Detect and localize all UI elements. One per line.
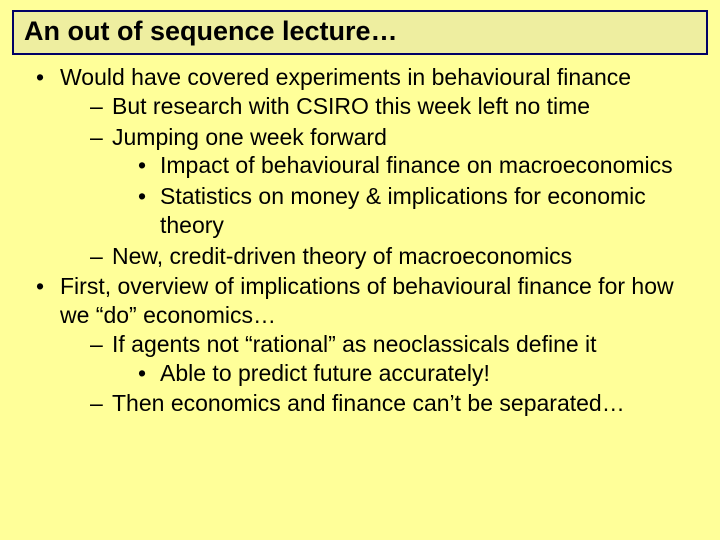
bullet-list: Would have covered experiments in behavi… [0,63,720,418]
list-item: New, credit-driven theory of macroeconom… [90,242,692,271]
bullet-text: If agents not “rational” as neoclassical… [112,331,597,357]
list-item: First, overview of implications of behav… [30,272,692,418]
list-item: Statistics on money & implications for e… [138,182,692,240]
list-item: Would have covered experiments in behavi… [30,63,692,270]
list-item: Jumping one week forward Impact of behav… [90,123,692,240]
slide-title-box: An out of sequence lecture… [12,10,708,55]
bullet-text: Impact of behavioural finance on macroec… [160,152,673,178]
bullet-text: Able to predict future accurately! [160,360,490,386]
bullet-text: New, credit-driven theory of macroeconom… [112,243,572,269]
list-item: Impact of behavioural finance on macroec… [138,151,692,180]
list-item: If agents not “rational” as neoclassical… [90,330,692,388]
bullet-sublist: If agents not “rational” as neoclassical… [60,330,692,418]
bullet-sublist: Impact of behavioural finance on macroec… [112,151,692,239]
bullet-sublist: Able to predict future accurately! [112,359,692,388]
list-item: But research with CSIRO this week left n… [90,92,692,121]
list-item: Then economics and finance can’t be sepa… [90,389,692,418]
bullet-text: Then economics and finance can’t be sepa… [112,390,625,416]
bullet-text: But research with CSIRO this week left n… [112,93,590,119]
bullet-text: Statistics on money & implications for e… [160,183,646,238]
bullet-text: Would have covered experiments in behavi… [60,64,631,90]
slide-title: An out of sequence lecture… [24,16,696,47]
bullet-text: Jumping one week forward [112,124,387,150]
list-item: Able to predict future accurately! [138,359,692,388]
bullet-sublist: But research with CSIRO this week left n… [60,92,692,271]
bullet-text: First, overview of implications of behav… [60,273,674,328]
